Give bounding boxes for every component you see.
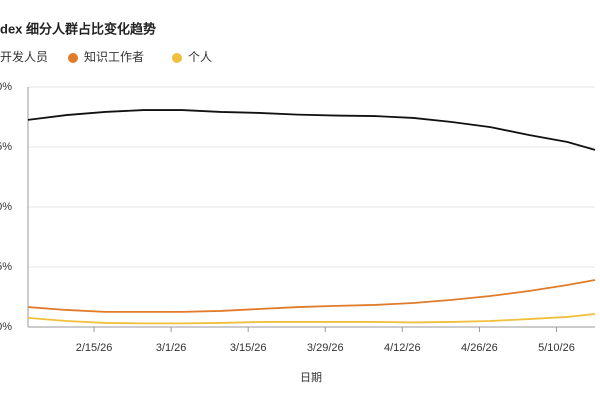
y-tick-label: 0% <box>0 321 12 333</box>
y-tick-label: 50% <box>0 201 12 213</box>
x-tick-label: 4/26/26 <box>461 342 498 354</box>
legend-marker <box>172 53 182 63</box>
series-line <box>27 109 596 151</box>
x-tick-label: 3/15/26 <box>230 342 267 354</box>
x-tick-label: 5/10/26 <box>538 342 575 354</box>
x-tick-label: 3/29/26 <box>307 342 344 354</box>
y-tick-label: 75% <box>0 141 12 153</box>
x-axis-label: 日期 <box>300 371 322 384</box>
series-line <box>27 313 596 325</box>
legend-label: 知识工作者 <box>84 50 144 64</box>
x-tick-label: 2/15/26 <box>76 342 113 354</box>
y-tick-label: 100% <box>0 81 12 93</box>
chart-title: dex 细分人群占比变化趋势 <box>0 21 156 36</box>
x-tick-label: 3/1/26 <box>156 342 187 354</box>
legend-marker <box>68 53 78 63</box>
legend-label: 个人 <box>188 50 212 64</box>
legend-label: 开发人员 <box>0 49 48 64</box>
y-tick-label: 25% <box>0 261 12 273</box>
series-line <box>27 279 596 313</box>
x-tick-label: 4/12/26 <box>384 342 421 354</box>
